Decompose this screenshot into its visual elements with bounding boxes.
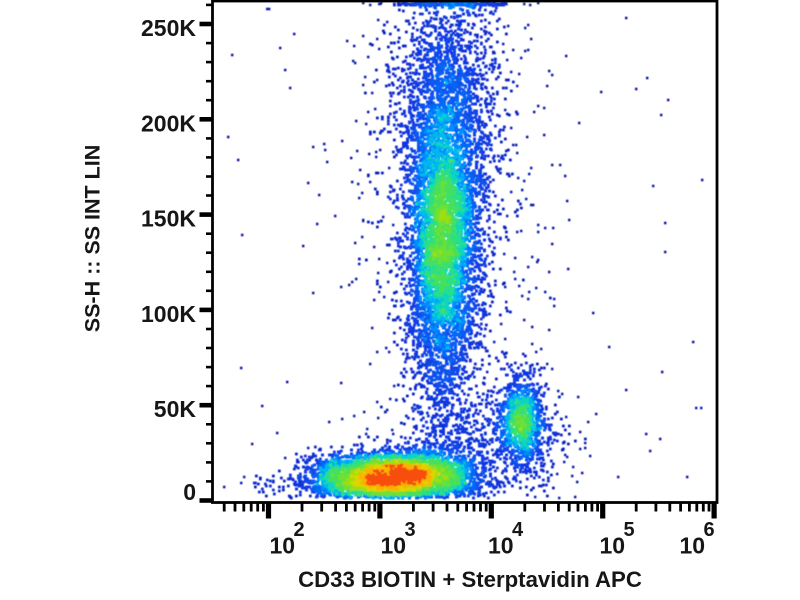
svg-text:10: 10 [600,533,626,559]
svg-text:200K: 200K [141,110,196,136]
svg-text:0: 0 [183,479,196,505]
svg-text:10: 10 [270,533,296,559]
svg-text:3: 3 [405,519,416,541]
svg-text:10: 10 [381,533,407,559]
svg-text:150K: 150K [141,206,196,232]
svg-text:CD33 BIOTIN + Sterptavidin APC: CD33 BIOTIN + Sterptavidin APC [298,567,642,592]
svg-text:2: 2 [294,519,305,541]
svg-text:250K: 250K [141,15,196,41]
svg-text:50K: 50K [154,396,197,422]
svg-text:4: 4 [512,519,524,541]
svg-text:6: 6 [704,519,715,541]
svg-text:100K: 100K [141,301,196,327]
svg-text:SS-H :: SS INT LIN: SS-H :: SS INT LIN [81,145,105,333]
svg-text:5: 5 [624,519,635,541]
svg-text:10: 10 [680,533,706,559]
svg-text:10: 10 [488,533,514,559]
